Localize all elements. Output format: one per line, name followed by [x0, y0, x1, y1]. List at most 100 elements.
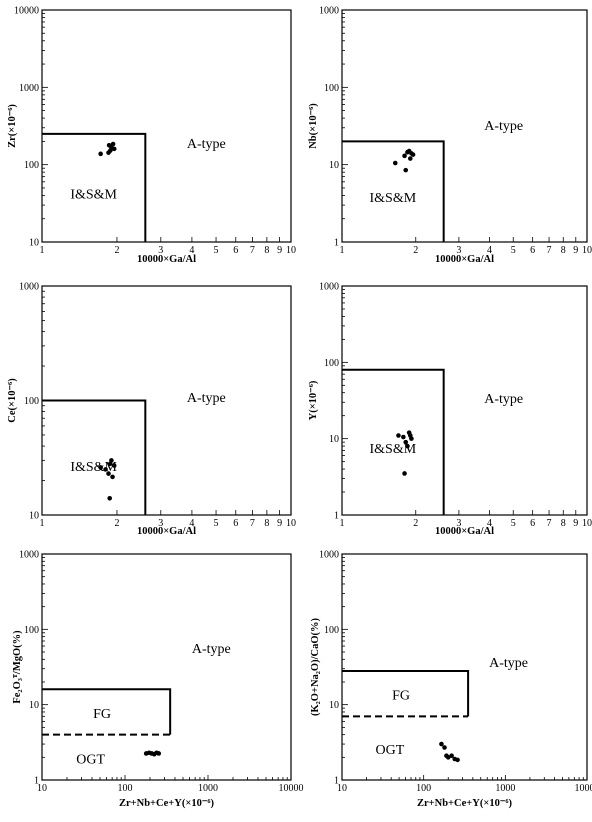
x-tick-label: 10 [286, 518, 296, 529]
field-label: A-type [187, 137, 226, 152]
x-axis-label: Zr+Nb+Ce+Y(×10⁻⁶) [417, 798, 513, 809]
data-point [103, 467, 108, 472]
x-tick-label: 10 [286, 245, 296, 256]
x-tick-label: 4 [189, 518, 194, 529]
x-axis-label: 10000×Ga/Al [137, 526, 196, 537]
x-tick-label: 2 [413, 245, 418, 256]
y-tick-label: 1 [34, 776, 39, 787]
y-tick-label: 10000 [14, 6, 39, 17]
y-axis-label: (K₂O+Na₂O)/CaO(%) [310, 617, 321, 716]
data-point [111, 463, 117, 468]
x-tick-label: 10 [337, 783, 347, 794]
x-tick-label: 5 [511, 245, 516, 256]
field-label: FG [392, 689, 410, 704]
data-point [402, 471, 407, 476]
field-label: OGT [376, 743, 405, 758]
x-tick-label: 8 [264, 245, 269, 256]
data-point [455, 757, 460, 763]
data-point [98, 465, 103, 470]
data-point [407, 156, 413, 161]
field-label: I&S&M [369, 442, 416, 457]
field-boundary [342, 368, 445, 515]
x-tick-label: 4 [487, 518, 492, 529]
y-tick-label: 1000 [319, 282, 339, 293]
data-point [106, 471, 111, 476]
data-point [156, 751, 162, 756]
x-tick-label: 1 [340, 518, 345, 529]
field-label: A-type [489, 656, 528, 671]
data-point [396, 433, 401, 438]
x-tick-label: 9 [573, 245, 578, 256]
data-point [109, 458, 114, 463]
x-tick-label: 10000 [575, 783, 592, 794]
x-tick-label: 5 [214, 518, 219, 529]
data-point [439, 741, 444, 747]
x-tick-label: 5 [511, 518, 516, 529]
x-tick-label: 6 [233, 245, 238, 256]
field-boundary [42, 399, 147, 515]
plot-panel-4: 1 2 3 4 5 6 7 8 9 10 1 10 100 1000 10000×Ga/Al Y(×10⁻⁶)… [308, 282, 592, 538]
plot-panel-2: 1 2 3 4 5 6 7 8 9 10 1 10 100 1000 10000×Ga/Al Nb(×10⁻⁶… [308, 6, 592, 266]
data-point [392, 160, 398, 166]
data-point [449, 753, 454, 759]
x-tick-label: 4 [487, 245, 492, 256]
x-axis-label: 10000×Ga/Al [137, 254, 196, 265]
data-point [402, 153, 407, 159]
x-tick-label: 3 [456, 245, 461, 256]
data-point [409, 436, 414, 441]
y-tick-label: 1 [334, 238, 339, 249]
data-point [442, 745, 447, 750]
plot-panel-3: 1 2 3 4 5 6 7 8 9 10 10 100 1000 10000×Ga/Al Ce(×10⁻⁶)… [7, 282, 296, 538]
plot-panel-6: 101001000100001101001000Zr+Nb+Ce+Y(×10⁻⁶… [310, 550, 592, 810]
x-tick-label: 7 [547, 518, 552, 529]
x-tick-label: 5 [214, 245, 219, 256]
x-tick-label: 8 [561, 518, 566, 529]
field-label: A-type [192, 642, 231, 657]
x-tick-label: 7 [250, 518, 255, 529]
data-point [405, 443, 410, 449]
y-tick-label: 10 [329, 700, 339, 711]
data-point [111, 146, 117, 152]
x-tick-label: 10 [37, 783, 47, 794]
x-tick-label: 3 [158, 245, 163, 256]
x-tick-label: 10 [582, 245, 592, 256]
field-label: A-type [484, 119, 523, 134]
x-tick-label: 2 [413, 518, 418, 529]
y-tick-label: 100 [324, 625, 339, 636]
field-boundary [342, 669, 470, 717]
y-tick-label: 100 [24, 160, 39, 171]
y-axis-label: Ce(×10⁻⁶) [7, 378, 18, 423]
field-label: A-type [484, 392, 523, 407]
data-point [110, 141, 116, 147]
field-label: I&S&M [70, 187, 117, 202]
x-axis-label: 10000×Ga/Al [435, 526, 494, 537]
plot-panel-5: 10 100 1000 100001101001000Zr+Nb+Ce+Y(×10⁻⁶… [12, 550, 304, 810]
y-axis-label: Nb(×10⁻⁶) [308, 103, 319, 149]
y-tick-label: 10 [29, 700, 39, 711]
x-tick-label: 3 [456, 518, 461, 529]
y-tick-label: 1000 [319, 550, 339, 561]
x-tick-label: 6 [530, 245, 535, 256]
x-tick-label: 7 [250, 245, 255, 256]
x-tick-label: 4 [189, 245, 194, 256]
field-label: I&S&M [369, 191, 416, 206]
plot-frame [341, 553, 588, 781]
x-tick-label: 7 [547, 245, 552, 256]
plot-frame [41, 553, 292, 781]
data-point [107, 495, 112, 501]
plot-panel-1: 1 2 3 4 5 6 7 8 9 10 10 100 1000 10000 10000×Ga/Al Zr(×… [7, 6, 296, 266]
field-label: A-type [187, 391, 226, 406]
x-tick-label: 3 [158, 518, 163, 529]
x-tick-label: 100 [118, 783, 133, 794]
data-point [403, 439, 409, 445]
field-boundary [342, 140, 445, 242]
x-tick-label: 10000 [279, 783, 304, 794]
y-tick-label: 100 [24, 625, 39, 636]
data-point [98, 151, 103, 157]
x-tick-label: 100 [416, 783, 431, 794]
x-tick-label: 8 [264, 518, 269, 529]
x-tick-label: 1000 [495, 783, 515, 794]
plot-frame [341, 9, 588, 243]
x-tick-label: 1 [340, 245, 345, 256]
y-tick-label: 10 [329, 434, 339, 445]
